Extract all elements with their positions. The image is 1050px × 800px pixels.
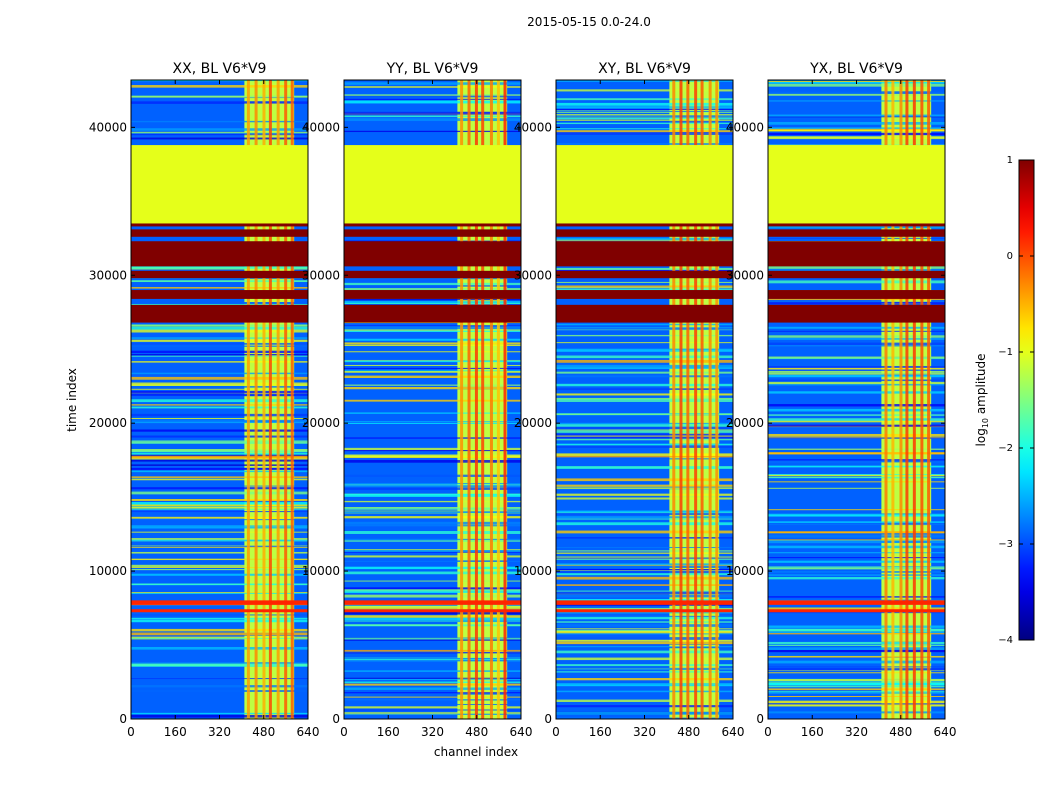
x-tick-label: 320 xyxy=(845,725,868,739)
panel-yx: YX, BL V6*V9 0 160 320 480 640 0 10000 20000 3000… xyxy=(726,61,957,739)
colorbar-tick-label: −3 xyxy=(998,539,1013,550)
colorbar: 1 0 −1 −2 −3 −4 xyxy=(998,155,1035,646)
heatmap-image xyxy=(556,80,733,719)
colorbar-label-rest: amplitude xyxy=(974,354,988,418)
panel-title: XY, BL V6*V9 xyxy=(598,61,691,77)
colorbar-tick-label: −1 xyxy=(998,347,1013,358)
panel-title: YY, BL V6*V9 xyxy=(386,61,479,77)
x-tick-label: 320 xyxy=(633,725,656,739)
colorbar-tick-label: −4 xyxy=(998,635,1013,646)
x-tick-label: 320 xyxy=(421,725,444,739)
colorbar-tick-label: 1 xyxy=(1007,155,1013,166)
colorbar-label-main: log xyxy=(974,428,988,446)
y-tick-label: 30000 xyxy=(726,268,764,282)
figure-title: 2015-05-15 0.0-24.0 xyxy=(527,15,651,29)
y-tick-label: 0 xyxy=(119,712,127,726)
colorbar-label-sub: 10 xyxy=(981,418,990,428)
y-tick-label: 30000 xyxy=(514,268,552,282)
y-tick-label: 40000 xyxy=(514,120,552,134)
x-tick-label: 160 xyxy=(164,725,187,739)
y-tick-label: 40000 xyxy=(89,120,127,134)
y-tick-label: 30000 xyxy=(89,268,127,282)
panel-title: YX, BL V6*V9 xyxy=(809,61,903,77)
heatmap-image xyxy=(344,80,521,719)
y-tick-label: 40000 xyxy=(726,120,764,134)
heatmap-image xyxy=(131,80,308,719)
colorbar-gradient xyxy=(1018,159,1035,641)
x-tick-label: 480 xyxy=(465,725,488,739)
colorbar-label: log10 amplitude xyxy=(974,354,990,447)
y-tick-label: 10000 xyxy=(89,564,127,578)
y-tick-label: 10000 xyxy=(514,564,552,578)
x-tick-label: 480 xyxy=(252,725,275,739)
y-tick-label: 0 xyxy=(544,712,552,726)
x-tick-label: 480 xyxy=(677,725,700,739)
heatmap-image xyxy=(768,80,945,719)
x-tick-label: 640 xyxy=(510,725,533,739)
y-tick-label: 10000 xyxy=(302,564,340,578)
colorbar-tick-label: 0 xyxy=(1007,251,1013,262)
y-tick-label: 20000 xyxy=(726,416,764,430)
y-tick-label: 30000 xyxy=(302,268,340,282)
panel-title: XX, BL V6*V9 xyxy=(173,61,267,77)
x-tick-label: 160 xyxy=(377,725,400,739)
x-tick-label: 0 xyxy=(340,725,348,739)
panel-xx: XX, BL V6*V9 0 160 320 480 640 0 10000 20000 3000… xyxy=(89,61,320,739)
x-tick-label: 0 xyxy=(127,725,135,739)
panel-xy: XY, BL V6*V9 0 160 320 480 640 0 10000 20000 3000… xyxy=(514,61,745,739)
x-tick-label: 160 xyxy=(589,725,612,739)
y-tick-label: 10000 xyxy=(726,564,764,578)
y-tick-label: 40000 xyxy=(302,120,340,134)
y-tick-label: 20000 xyxy=(89,416,127,430)
panels-group: XX, BL V6*V9 0 160 320 480 640 0 10000 20000 3000… xyxy=(89,61,957,739)
panel-yy: YY, BL V6*V9 0 160 320 480 640 0 10000 20000 3000… xyxy=(302,61,533,739)
x-tick-label: 160 xyxy=(801,725,824,739)
x-tick-label: 0 xyxy=(552,725,560,739)
x-tick-label: 0 xyxy=(764,725,772,739)
y-tick-label: 0 xyxy=(332,712,340,726)
x-tick-label: 640 xyxy=(297,725,320,739)
x-tick-label: 480 xyxy=(889,725,912,739)
x-axis-label: channel index xyxy=(434,745,518,759)
y-tick-label: 0 xyxy=(756,712,764,726)
y-tick-label: 20000 xyxy=(514,416,552,430)
y-tick-label: 20000 xyxy=(302,416,340,430)
y-axis-label: time index xyxy=(65,368,79,432)
x-tick-label: 640 xyxy=(934,725,957,739)
x-tick-label: 320 xyxy=(208,725,231,739)
colorbar-tick-label: −2 xyxy=(998,443,1013,454)
x-tick-label: 640 xyxy=(722,725,745,739)
